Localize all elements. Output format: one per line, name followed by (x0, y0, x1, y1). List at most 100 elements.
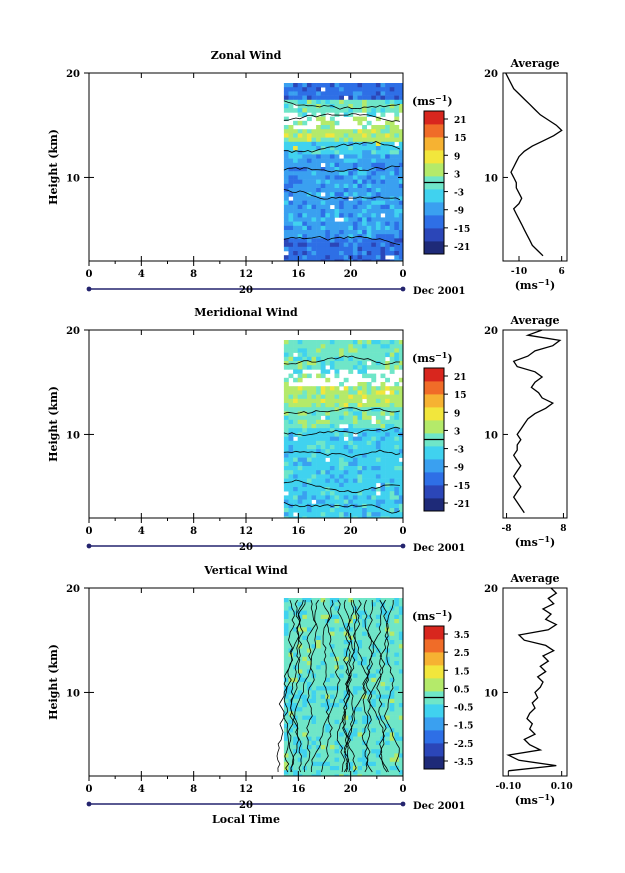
heatmap-cell (329, 728, 335, 733)
heatmap-cell (394, 365, 400, 370)
heatmap-cell (329, 154, 335, 159)
heatmap-cell (302, 516, 308, 518)
heatmap-cell (343, 352, 349, 358)
heatmap-cell (348, 432, 354, 437)
heatmap-cell (366, 461, 372, 467)
heatmap-cell (311, 356, 317, 362)
heatmap-cell (288, 491, 294, 496)
heatmap-cell (288, 669, 294, 674)
heatmap-cell (366, 340, 372, 345)
heatmap-cell (297, 196, 303, 201)
heatmap-cell (389, 749, 395, 754)
heatmap-cell (380, 508, 386, 513)
heatmap-cell (311, 686, 317, 691)
heatmap-cell (288, 770, 294, 775)
heatmap-cell (283, 703, 289, 708)
heatmap-cell (316, 732, 321, 737)
heatmap-cell (362, 344, 367, 349)
heatmap-cell (320, 150, 326, 155)
heatmap-cell (357, 619, 363, 624)
heatmap-cell (293, 711, 298, 716)
contour-line (364, 599, 386, 773)
heatmap-cell (389, 677, 395, 683)
heatmap-cell (320, 457, 326, 463)
heatmap-cell (389, 246, 395, 252)
heatmap-cell (283, 179, 289, 185)
heatmap-cell (362, 732, 367, 737)
heatmap-cell (398, 736, 403, 742)
heatmap-cell (283, 242, 289, 248)
heatmap-cell (302, 386, 308, 391)
heatmap-cell (389, 390, 395, 395)
heatmap-cell (380, 129, 386, 134)
heatmap-cell (339, 255, 344, 260)
heatmap-cell (385, 516, 390, 518)
heatmap-cell (311, 259, 317, 261)
heatmap-cell (283, 449, 289, 454)
heatmap-cell (339, 171, 344, 176)
heatmap-cell (371, 112, 377, 117)
profile-unit-label: (ms−1) (515, 534, 556, 549)
heatmap-cell (348, 428, 354, 433)
heatmap-cell (394, 104, 400, 109)
heatmap-cell (339, 606, 344, 611)
heatmap-cell (357, 394, 363, 400)
heatmap-cell (362, 221, 367, 227)
heatmap-cell (375, 242, 381, 248)
heatmap-cell (293, 259, 298, 261)
heatmap-cell (329, 669, 335, 674)
heatmap-cell (316, 470, 321, 475)
heatmap-cell (357, 610, 363, 616)
heatmap-cell (283, 398, 289, 404)
heatmap-cell (316, 644, 321, 649)
heatmap-cell (362, 340, 367, 345)
heatmap-cell (362, 83, 367, 88)
heatmap-cell (316, 728, 321, 733)
heatmap-cell (348, 407, 354, 412)
heatmap-cell (325, 411, 331, 416)
heatmap-cell (283, 204, 289, 210)
heatmap-cell (325, 440, 331, 446)
x-tick-label: 4 (138, 269, 145, 280)
heatmap-cell (357, 728, 363, 733)
heatmap-cell (334, 635, 340, 641)
heatmap-cell (306, 466, 312, 471)
heatmap-cell (394, 499, 400, 505)
heatmap-cell (371, 461, 377, 467)
heatmap-cell (398, 487, 403, 492)
heatmap-cell (357, 703, 363, 708)
heatmap-cell (357, 495, 363, 500)
colorbar-swatch (424, 485, 444, 499)
heatmap-cell (288, 95, 294, 101)
heatmap-cell (343, 112, 349, 117)
heatmap-cell (329, 740, 335, 746)
heatmap-cell (352, 419, 358, 425)
heatmap-cell (366, 774, 372, 776)
heatmap-cell (352, 238, 358, 243)
heatmap-cell (385, 661, 390, 666)
heatmap-cell (329, 753, 335, 758)
heatmap-cell (366, 470, 372, 475)
heatmap-cell (366, 217, 372, 222)
heatmap-cell (283, 669, 289, 674)
heatmap-cell (283, 255, 289, 260)
x-tick-label: 12 (239, 784, 253, 795)
heatmap-cell (352, 154, 358, 159)
heatmap-cell (380, 221, 386, 227)
heatmap-cell (389, 495, 395, 500)
heatmap-cell (302, 724, 308, 729)
heatmap-cell (339, 137, 344, 143)
heatmap-cell (348, 225, 354, 231)
heatmap-cell (366, 627, 372, 632)
heatmap-cell (389, 154, 395, 159)
heatmap-cell (352, 348, 358, 353)
heatmap-cell (366, 677, 372, 683)
heatmap-cell (302, 436, 308, 442)
heatmap-cell (348, 99, 354, 105)
heatmap-cell (288, 512, 294, 517)
heatmap-cell (371, 457, 377, 463)
heatmap-cell (371, 478, 377, 484)
heatmap-cell (357, 221, 363, 227)
heatmap-cell (352, 259, 358, 261)
heatmap-cell (352, 598, 358, 603)
